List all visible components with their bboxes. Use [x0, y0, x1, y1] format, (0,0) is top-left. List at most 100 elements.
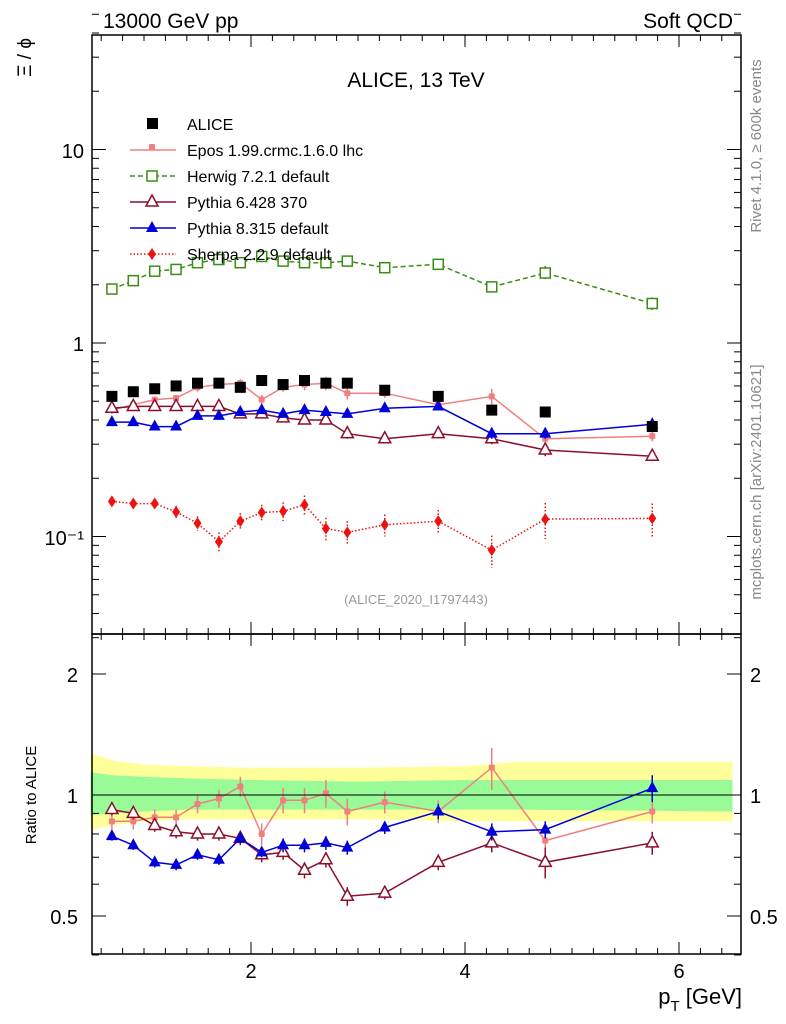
point-pythia6 [377, 430, 393, 444]
point-herwig [646, 297, 658, 310]
ratio-point-epos [215, 795, 222, 802]
point-sherpa [172, 505, 181, 518]
legend-marker-herwig [146, 170, 158, 182]
point-sherpa [321, 522, 330, 535]
point-pythia6 [644, 447, 660, 461]
point-sherpa [541, 513, 550, 526]
point-pythia8 [539, 426, 552, 438]
legend-label-alice: ALICE [187, 117, 233, 134]
ratio-point-pythia6 [430, 853, 446, 868]
ratio-point-pythia8 [277, 838, 290, 850]
point-pythia6 [430, 425, 446, 439]
point-pythia8 [191, 408, 204, 420]
point-sherpa [214, 535, 223, 548]
point-pythia8 [234, 404, 247, 416]
xtick-label-2: 2 [245, 961, 256, 983]
point-data [432, 390, 444, 402]
ratio-point-pythia6 [211, 825, 227, 839]
ratio-point-pythia8 [319, 835, 332, 847]
ratio-uncertainty-bands [90, 753, 733, 830]
point-sherpa [487, 544, 496, 557]
ratio-ytick-label-right-1: 1 [750, 786, 761, 808]
point-pythia6 [168, 397, 184, 412]
point-data [127, 386, 139, 398]
point-data [320, 377, 332, 389]
point-pythia8 [277, 406, 290, 418]
point-pythia8 [341, 406, 354, 418]
legend-entry-alice: ALICE [147, 117, 233, 134]
point-data [256, 375, 268, 387]
point-data [106, 390, 118, 402]
point-data [192, 377, 203, 389]
ratio-point-pythia6 [340, 887, 355, 901]
point-herwig [127, 274, 140, 287]
ratio-y-label: Ratio to ALICE [23, 746, 40, 844]
analysis-tag: (ALICE_2020_I1797443) [344, 592, 488, 607]
legend-label-pythia6: Pythia 6.428 370 [187, 195, 307, 212]
point-pythia8 [105, 415, 118, 427]
point-herwig [213, 253, 225, 266]
legend-marker-epos [149, 144, 155, 150]
ratio-point-pythia6 [484, 834, 500, 848]
xtick-label-4: 4 [459, 961, 470, 983]
header-right: Soft QCD [643, 10, 733, 33]
ratio-point-pythia8 [255, 845, 268, 857]
point-sherpa [300, 498, 309, 511]
ratio-ytick-label-right-0.5: 0.5 [750, 907, 778, 929]
ratio-point-pythia6 [537, 853, 553, 868]
point-data [299, 375, 310, 387]
point-sherpa [150, 497, 159, 510]
ratio-band-inner [90, 772, 733, 816]
ratio-point-epos [108, 818, 115, 825]
ratio-point-pythia8 [105, 829, 118, 841]
x-axis-label-p: p [658, 984, 670, 1009]
ratio-point-epos [344, 808, 351, 815]
point-pythia8 [432, 399, 445, 411]
point-herwig [486, 281, 498, 293]
legend-entry-herwig: Herwig 7.2.1 default [130, 169, 330, 186]
ratio-point-pythia8 [378, 820, 391, 832]
point-herwig [379, 261, 391, 274]
x-axis-label-sub: T [670, 998, 679, 1015]
ratio-point-pythia8 [170, 857, 183, 869]
ratio-point-pythia8 [298, 838, 311, 850]
ratio-point-pythia6 [644, 834, 660, 848]
point-sherpa [193, 517, 202, 530]
point-sherpa [434, 515, 443, 528]
point-data [379, 384, 391, 396]
ratio-point-epos [381, 799, 388, 806]
legend-marker-pythia6 [144, 193, 160, 207]
legend-entry-epos: Epos 1.99.crmc.1.6.0 lhc [130, 143, 363, 160]
ratio-point-epos [237, 783, 244, 790]
point-sherpa [257, 506, 266, 519]
point-herwig [191, 256, 204, 269]
point-data [646, 421, 658, 433]
point-pythia6 [104, 399, 120, 414]
legend-entry-pythia6: Pythia 6.428 370 [130, 193, 307, 212]
series-data [106, 375, 658, 433]
point-sherpa [236, 515, 245, 528]
ratio-line-pythia6 [111, 808, 653, 897]
point-pythia8 [170, 419, 183, 431]
series-layer [104, 250, 660, 906]
ratio-point-pythia6 [190, 825, 205, 839]
point-data [170, 380, 182, 392]
ratio-point-pythia8 [191, 847, 204, 859]
point-pythia6 [340, 425, 355, 439]
point-sherpa [129, 497, 138, 510]
point-data [486, 404, 498, 416]
legend-label-pythia8: Pythia 8.315 default [187, 221, 329, 238]
ratio-point-pythia6 [147, 816, 162, 831]
point-sherpa [279, 505, 288, 518]
point-pythia8 [485, 426, 498, 438]
legend-entry-pythia8: Pythia 8.315 default [130, 221, 329, 238]
point-sherpa [343, 526, 352, 539]
main-y-label: Ξ / ϕ [15, 38, 36, 77]
rivet-side-label: Rivet 4.1.0, ≥ 600k events [748, 59, 765, 232]
point-herwig [106, 283, 118, 295]
legend-label-herwig: Herwig 7.2.1 default [187, 169, 330, 186]
ratio-point-pythia6 [297, 861, 312, 875]
point-sherpa [648, 512, 657, 525]
point-herwig [432, 258, 444, 271]
